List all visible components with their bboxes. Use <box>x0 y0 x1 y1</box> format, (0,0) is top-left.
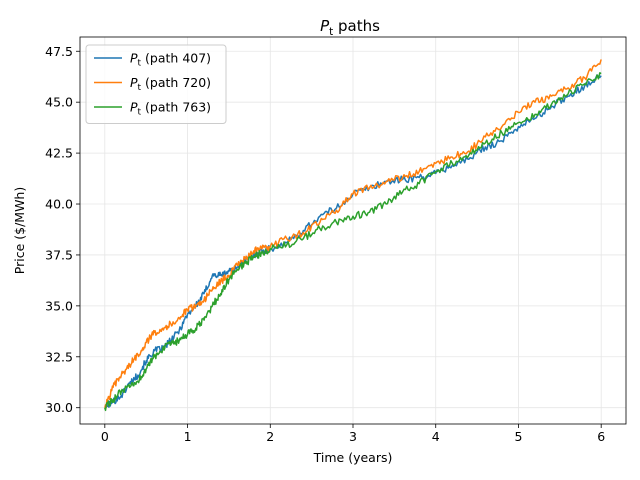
y-tick-label: 32.5 <box>45 349 73 364</box>
series-line-2 <box>104 59 602 409</box>
x-tick-label: 4 <box>432 429 440 444</box>
x-tick-label: 6 <box>597 429 605 444</box>
axis-ticks: 0 1 2 3 4 5 6 30.0 32.5 35.0 37.5 40.0 42.5 45.0 47.5 <box>45 44 605 444</box>
x-tick-label: 5 <box>514 429 522 444</box>
legend-label: Pt (path 720) <box>130 75 211 93</box>
y-tick-label: 45.0 <box>45 95 73 110</box>
y-tick-label: 37.5 <box>45 247 73 262</box>
x-tick-label: 0 <box>101 429 109 444</box>
x-axis-label: Time (years) <box>313 450 393 465</box>
y-tick-label: 35.0 <box>45 298 73 313</box>
x-tick-label: 3 <box>349 429 357 444</box>
series-line-3 <box>104 72 602 412</box>
y-tick-label: 42.5 <box>45 146 73 161</box>
legend-label: Pt (path 407) <box>130 51 211 69</box>
y-tick-label: 30.0 <box>45 400 73 415</box>
legend-label: Pt (path 763) <box>130 100 211 118</box>
series-group <box>104 59 602 412</box>
y-tick-label: 40.0 <box>45 197 73 212</box>
y-tick-label: 47.5 <box>45 44 73 59</box>
chart-title: Pt paths <box>320 17 380 38</box>
x-tick-label: 2 <box>266 429 274 444</box>
grid <box>80 37 626 424</box>
legend-box <box>85 44 227 124</box>
y-axis-label: Price ($/MWh) <box>12 187 27 274</box>
legend: Pt (path 407) Pt (path 720) Pt (path 763) <box>85 44 227 124</box>
x-tick-label: 1 <box>184 429 192 444</box>
